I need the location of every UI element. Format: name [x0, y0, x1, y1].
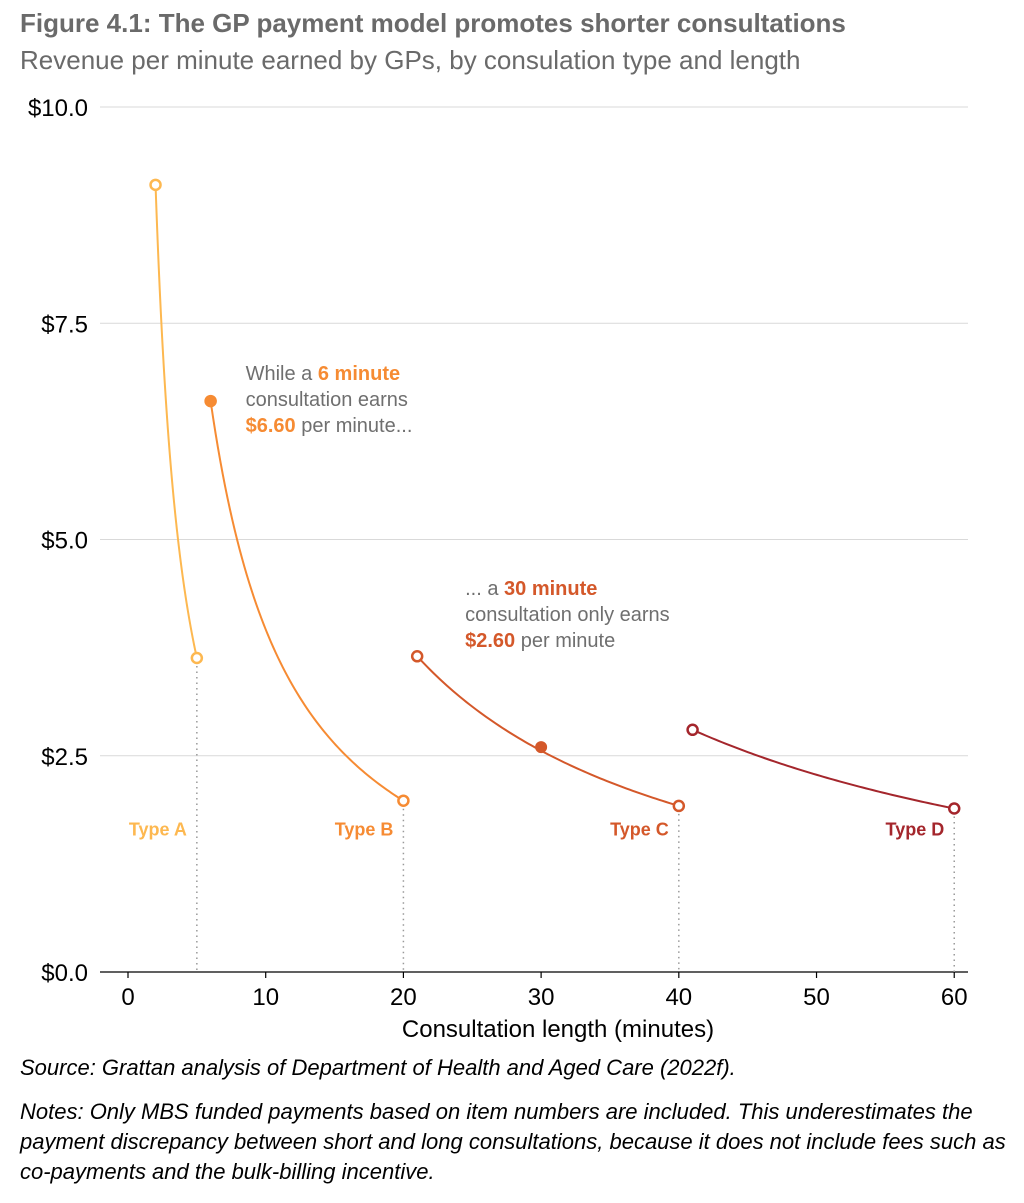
series-label: Type B: [335, 819, 394, 839]
source-note: Source: Grattan analysis of Department o…: [20, 1055, 736, 1080]
data-point: [149, 178, 162, 192]
x-tick-label: 10: [252, 984, 279, 1011]
annotation-segment: per minute: [515, 630, 615, 652]
y-tick-label: $0.0: [41, 960, 88, 987]
annotation-segment: While a: [246, 363, 318, 385]
y-tick-label: $2.5: [41, 744, 88, 771]
annotation-text: While a 6 minute consultation earns $6.60 …: [246, 363, 413, 437]
data-point: [686, 723, 699, 737]
data-point: [190, 651, 204, 665]
y-tick-label: $7.5: [41, 311, 88, 338]
series-label: Type D: [886, 819, 945, 839]
x-tick-label: 30: [528, 984, 555, 1011]
series-label: Type A: [129, 819, 187, 839]
chart-plot: $0.0 $2.5 $5.0 $7.5 $10.0 0 10 20 30 40 50 60 Type…: [28, 95, 968, 1043]
x-axis: 0 10 20 30 40 50 60: [100, 971, 968, 1011]
data-point: [672, 799, 686, 813]
annotation-segment: $6.60: [246, 415, 296, 437]
x-tick-label: 40: [665, 984, 692, 1011]
x-tick-label: 60: [941, 984, 968, 1011]
series-line: [209, 400, 404, 802]
x-axis-label: Consultation length (minutes): [402, 1016, 714, 1043]
series-labels: Type A Type B Type C Type D: [129, 819, 944, 839]
annotation-segment: consultation earns: [246, 389, 408, 411]
annotations: While a 6 minute consultation earns $6.60 …: [246, 363, 670, 652]
series-line: [692, 728, 955, 810]
data-point: [397, 794, 410, 807]
chart-subtitle: Revenue per minute earned by GPs, by con…: [20, 45, 801, 75]
gridlines: [100, 106, 968, 757]
series-label: Type C: [610, 819, 669, 839]
highlight-point: [535, 741, 548, 754]
drop-lines: [196, 666, 955, 972]
annotation-segment: 6 minute: [318, 363, 400, 385]
data-point: [947, 802, 961, 815]
x-tick-label: 0: [121, 984, 134, 1011]
series-line: [154, 184, 198, 659]
series-points: [149, 178, 961, 815]
y-tick-label: $10.0: [28, 95, 88, 122]
series-line: [416, 655, 680, 807]
annotation-segment: consultation only earns: [465, 604, 670, 626]
highlight-point: [204, 395, 217, 408]
annotation-segment: $2.60: [465, 630, 515, 652]
notes: Notes: Only MBS funded payments based on…: [20, 1099, 1006, 1184]
y-tick-label: $5.0: [41, 528, 88, 555]
annotation-text: ... a 30 minute consultation only earns $2…: [465, 578, 670, 652]
x-tick-label: 50: [803, 984, 830, 1011]
annotation-segment: 30 minute: [504, 578, 597, 600]
y-axis: $0.0 $2.5 $5.0 $7.5 $10.0: [28, 95, 88, 987]
annotation-segment: ... a: [465, 578, 504, 600]
series-curves: [154, 184, 955, 810]
annotation-segment: per minute...: [296, 415, 413, 437]
data-point: [410, 650, 424, 663]
chart-title: Figure 4.1: The GP payment model promote…: [20, 8, 846, 38]
x-tick-label: 20: [390, 984, 417, 1011]
